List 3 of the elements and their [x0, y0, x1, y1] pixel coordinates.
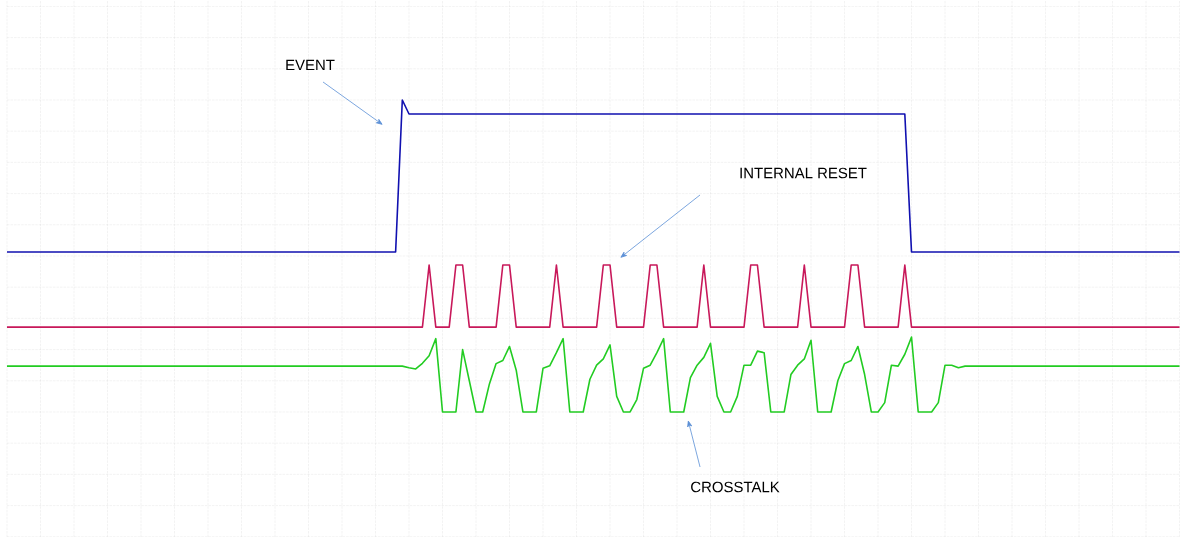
annotation: INTERNAL RESET — [740, 167, 867, 179]
text: EVENT — [286, 59, 335, 71]
text: CROSSTALK — [691, 481, 780, 493]
